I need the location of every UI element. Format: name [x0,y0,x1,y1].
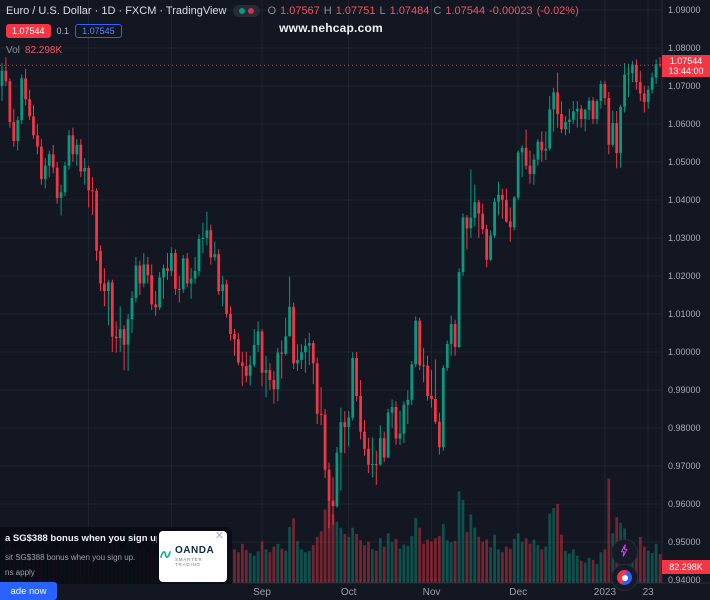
svg-text:1.03000: 1.03000 [668,233,701,243]
spread-value: 0.1 [56,26,70,36]
quick-action-button[interactable] [611,539,638,566]
green-dot-icon [239,8,246,14]
oanda-brand-name: OANDA [175,545,215,556]
svg-text:Oct: Oct [341,587,357,598]
bar-countdown: 13:44:00 [668,66,704,77]
watermark: www.nehcap.com [279,21,383,35]
candlestick-series [0,57,662,529]
trade-buttons: 1.07544 0.1 1.07545 [6,24,122,38]
volume-label: Vol [6,45,20,56]
high-value: 1.07751 [335,5,376,17]
buy-price-button[interactable]: 1.07545 [75,24,122,38]
chart-legend: Euro / U.S. Dollar · 1D · FXCM · Trading… [6,5,579,17]
low-value: 1.07484 [389,5,430,17]
symbol-title[interactable]: Euro / U.S. Dollar · 1D · FXCM · Trading… [6,5,227,17]
promo-button[interactable] [611,564,638,591]
svg-text:Dec: Dec [509,587,527,598]
close-value: 1.07544 [445,5,486,17]
close-label: C [433,5,442,17]
svg-text:1.07000: 1.07000 [668,81,701,91]
legend-toggle[interactable] [233,5,261,17]
ad-trade-now-button[interactable]: ade now [0,582,57,600]
price-axis-labels[interactable]: 1.09000 1.08000 1.07000 1.06000 1.05000 1.040… [668,5,701,585]
svg-text:2023: 2023 [594,587,617,598]
svg-text:1.01000: 1.01000 [668,309,701,319]
close-icon[interactable]: ✕ [214,530,225,542]
svg-text:0.99000: 0.99000 [668,385,701,395]
change-percent: (-0.02%) [536,5,579,17]
oanda-wave-icon [159,548,172,566]
time-axis-labels[interactable]: Sep Oct Nov Dec 2023 23 [253,587,654,598]
svg-text:0.96000: 0.96000 [668,499,701,509]
sell-price-button[interactable]: 1.07544 [6,24,51,38]
svg-text:1.04000: 1.04000 [668,195,701,205]
svg-text:0.94000: 0.94000 [668,575,701,585]
open-value: 1.07567 [280,5,320,17]
high-label: H [323,5,332,17]
time-gridlines [88,0,649,583]
red-dot-icon [248,8,255,14]
svg-text:0.97000: 0.97000 [668,461,701,471]
oanda-tagline: SMARTER TRADING [175,557,203,567]
svg-text:1.02000: 1.02000 [668,271,701,281]
price-gridlines [0,9,662,581]
ad-subtext: sit SG$388 bonus when you sign up. [5,553,136,562]
ad-terms: ns apply [5,568,35,577]
last-price-value: 1.07544 [669,56,703,67]
svg-text:1.09000: 1.09000 [668,5,701,15]
ohlc-readout: O 1.07567 H 1.07751 L 1.07484 C 1.07544 -0.0… [267,5,578,17]
svg-text:0.98000: 0.98000 [668,423,701,433]
volume-axis-badge: 82.298K [662,560,710,574]
open-label: O [267,5,277,17]
svg-text:1.08000: 1.08000 [668,43,701,53]
svg-text:0.95000: 0.95000 [668,537,701,547]
volume-value: 82.298K [24,45,63,56]
oanda-logo-card[interactable]: OANDA SMARTER TRADING [159,531,227,582]
svg-text:23: 23 [643,587,655,598]
promo-ball-icon [617,570,632,585]
low-label: L [379,5,386,17]
svg-text:1.00000: 1.00000 [668,347,701,357]
last-price-badge: 1.07544 13:44:00 [662,55,710,78]
svg-text:1.06000: 1.06000 [668,119,701,129]
volume-readout: Vol 82.298K [6,45,62,56]
svg-text:Nov: Nov [423,587,441,598]
change-value: -0.00023 [489,5,533,17]
svg-text:Sep: Sep [253,587,271,598]
ad-headline: a SG$388 bonus when you sign up. [5,533,157,544]
svg-text:1.05000: 1.05000 [668,157,701,167]
lightning-icon [617,543,632,563]
